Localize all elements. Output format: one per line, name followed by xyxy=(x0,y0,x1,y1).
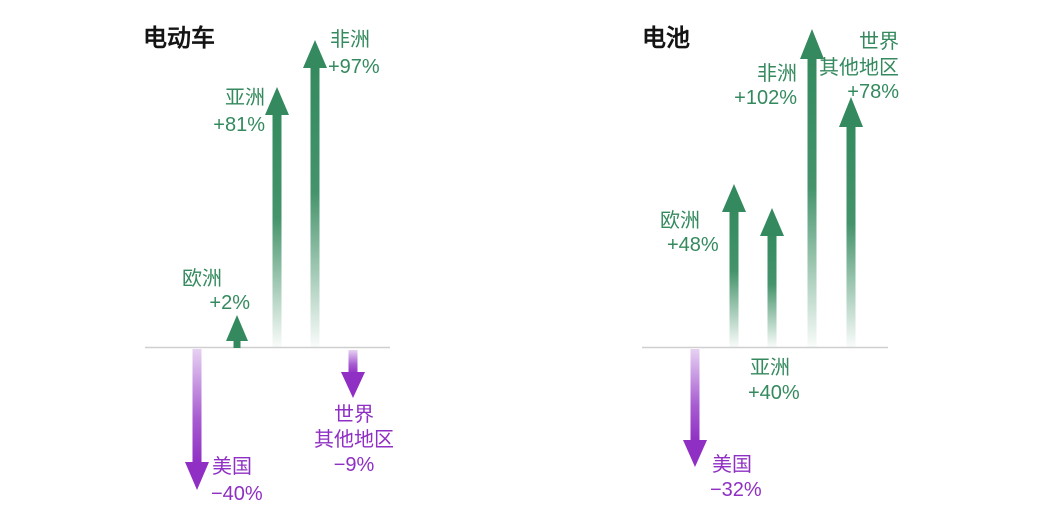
ev-usa-value-label: −40% xyxy=(211,483,263,505)
ev-africa-region-label: 非洲 xyxy=(330,29,370,51)
ev-europe-region-label: 欧洲 xyxy=(182,268,222,290)
right-panel-title: 电池 xyxy=(642,25,690,52)
ev-asia-value-label: +81% xyxy=(213,114,265,136)
battery-europe-region-label: 欧洲 xyxy=(660,210,700,232)
ev-africa-value-label: +97% xyxy=(328,56,380,78)
battery-africa-value-label: +102% xyxy=(734,87,797,109)
battery-row-region-label: 世界 其他地区 xyxy=(819,31,899,79)
battery-row-value-label: +78% xyxy=(847,81,899,103)
battery-africa-region-label: 非洲 xyxy=(757,63,797,85)
ev-asia-region-label: 亚洲 xyxy=(225,87,265,109)
battery-usa-region-label: 美国 xyxy=(712,454,752,476)
ev-row-region-label: 世界 其他地区 xyxy=(314,404,394,451)
battery-usa-value-label: −32% xyxy=(710,479,762,501)
ev-row-down-arrow xyxy=(341,350,365,398)
battery-asia-up-arrow xyxy=(760,208,784,347)
battery-asia-value-label: +40% xyxy=(748,382,800,404)
ev-usa-down-arrow xyxy=(185,349,209,490)
battery-africa-up-arrow xyxy=(800,29,824,347)
battery-asia-region-label: 亚洲 xyxy=(750,357,790,379)
ev-row-value-label: −9% xyxy=(333,454,375,476)
ev-europe-value-label: +2% xyxy=(209,292,250,314)
ev-africa-up-arrow xyxy=(303,40,327,347)
ev-asia-up-arrow xyxy=(265,87,289,347)
battery-usa-down-arrow xyxy=(683,349,707,467)
battery-row-up-arrow xyxy=(839,97,863,347)
ev-usa-region-label: 美国 xyxy=(212,456,252,478)
battery-europe-up-arrow xyxy=(722,184,746,347)
battery-europe-value-label: +48% xyxy=(667,234,719,256)
ev-europe-up-arrow xyxy=(226,315,248,348)
left-panel-title: 电动车 xyxy=(143,25,215,52)
